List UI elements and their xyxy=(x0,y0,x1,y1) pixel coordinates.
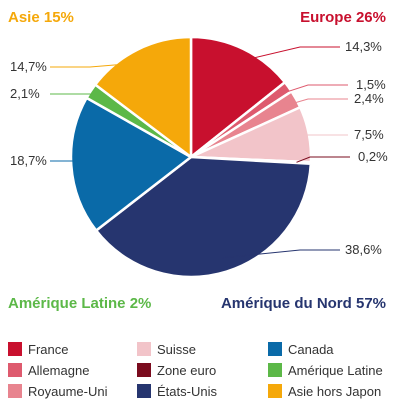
leader-lines xyxy=(50,46,350,259)
slice-label-asie-hors-japon: 14,7% xyxy=(10,59,47,74)
slice-label-suisse: 7,5% xyxy=(354,127,384,142)
region-title-europe: Europe 26% xyxy=(300,9,386,26)
slice-label-france: 14,3% xyxy=(345,39,382,54)
legend-item-canada: Canada xyxy=(268,341,334,357)
legend-item-amerique-latine: Amérique Latine xyxy=(268,362,383,378)
leader-line-suisse xyxy=(294,134,348,138)
legend-swatch xyxy=(268,384,282,398)
legend-label: Allemagne xyxy=(28,362,90,378)
legend-swatch xyxy=(268,342,282,356)
slice-labels: 14,3% 1,5%2,4% 7,5% 0,2% 38,6% 18,7% 2,1% 14,7% xyxy=(10,39,388,257)
leader-line-etats-unis xyxy=(222,249,340,259)
legend-item-etats-unis: États-Unis xyxy=(137,383,217,399)
legend-item-asie-hors-japon: Asie hors Japon xyxy=(268,383,381,399)
legend-swatch xyxy=(268,363,282,377)
slice-label-amerique-latine: 2,1% xyxy=(10,86,40,101)
leader-line-asie-hors-japon xyxy=(50,62,144,68)
pie-slice-asie-hors-japon xyxy=(94,35,193,159)
legend-swatch xyxy=(137,363,151,377)
legend-label: Royaume-Uni xyxy=(28,383,108,399)
slice-label-allemagne: 1,5% xyxy=(356,77,386,92)
leader-line-royaume-uni xyxy=(283,98,348,107)
region-labels: Asie 15% Europe 26% Amérique Latine 2% Amér… xyxy=(8,9,386,312)
region-title-asie: Asie 15% xyxy=(8,9,74,26)
legend-swatch xyxy=(8,363,22,377)
legend-swatch xyxy=(8,384,22,398)
slice-label-royaume-uni: 2,4% xyxy=(354,91,384,106)
legend-label: États-Unis xyxy=(157,383,217,399)
pie-slices xyxy=(69,35,313,279)
leader-line-zone-euro xyxy=(296,156,350,163)
pie-slice-france xyxy=(189,35,287,159)
leader-line-canada xyxy=(50,160,87,165)
legend-item-allemagne: Allemagne xyxy=(8,362,89,378)
legend-swatch xyxy=(8,342,22,356)
legend-item-zone-euro: Zone euro xyxy=(137,362,216,378)
leader-line-france xyxy=(236,46,340,63)
slice-label-etats-unis: 38,6% xyxy=(345,242,382,257)
pie-slice-canada xyxy=(69,96,193,232)
slice-label-canada: 18,7% xyxy=(10,153,47,168)
legend-item-france: France xyxy=(8,341,68,357)
legend-item-suisse: Suisse xyxy=(137,341,196,357)
leader-line-allemagne xyxy=(276,84,348,96)
slice-label-zone-euro: 0,2% xyxy=(358,149,388,164)
legend-label: Suisse xyxy=(157,341,197,357)
region-title-amerique-latine: Amérique Latine 2% xyxy=(8,295,151,312)
legend-item-royaume-uni: Royaume-Uni xyxy=(8,383,107,399)
legend-label: Zone euro xyxy=(157,362,217,378)
legend-label: Canada xyxy=(288,341,334,357)
legend-label: Amérique Latine xyxy=(288,362,383,378)
pie-slice-etats-unis xyxy=(94,155,313,279)
legend-label: France xyxy=(28,341,69,357)
region-title-amerique-nord: Amérique du Nord 57% xyxy=(221,295,386,312)
leader-line-amerique-latine xyxy=(50,93,103,100)
legend-swatch xyxy=(137,384,151,398)
legend-label: Asie hors Japon xyxy=(288,383,382,399)
legend-swatch xyxy=(137,342,151,356)
